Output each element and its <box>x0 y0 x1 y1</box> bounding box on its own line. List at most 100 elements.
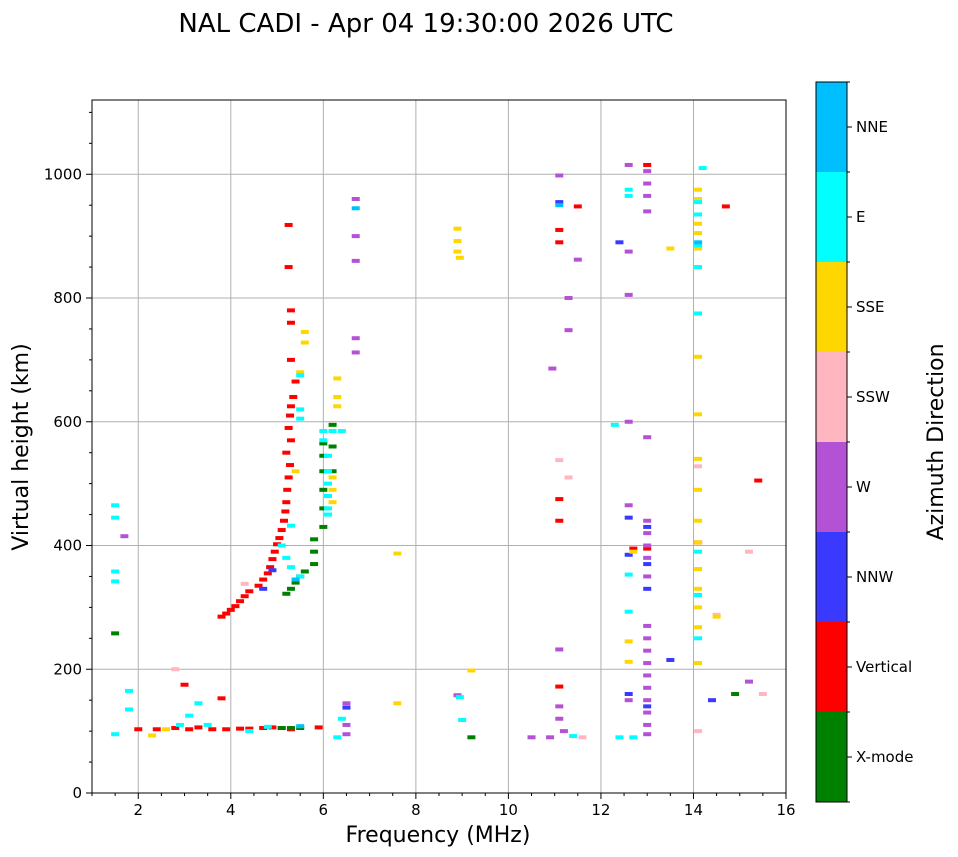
data-point-vertical <box>282 500 291 505</box>
data-point-e <box>125 688 134 693</box>
data-point-vertical <box>289 395 298 399</box>
y-tick-label: 200 <box>53 660 82 678</box>
data-point-sse <box>694 625 703 630</box>
colorbar-tick-label: E <box>856 208 865 226</box>
data-point-w <box>342 732 351 737</box>
data-point-e <box>337 429 346 434</box>
data-point-sse <box>393 551 402 556</box>
data-point-vertical <box>236 599 245 604</box>
data-point-vertical <box>217 696 226 701</box>
data-point-w <box>342 722 351 727</box>
data-point-w <box>643 543 652 548</box>
data-point-ssw <box>240 581 249 586</box>
data-point-x-mode <box>328 444 337 449</box>
colorbar-frame <box>815 81 848 803</box>
data-point-vertical <box>231 604 240 609</box>
data-point-w <box>555 704 564 709</box>
data-point-vertical <box>283 487 292 492</box>
data-point-e <box>337 716 346 721</box>
data-point-sse <box>694 412 703 417</box>
data-point-vertical <box>268 557 277 562</box>
data-point-nnw <box>643 524 652 529</box>
data-point-vertical <box>284 265 293 270</box>
data-point-sse <box>694 187 703 192</box>
data-point-vertical <box>286 413 295 418</box>
data-point-sse <box>453 239 462 244</box>
data-point-sse <box>712 614 721 619</box>
data-point-w <box>351 258 360 263</box>
data-point-x-mode <box>282 591 291 596</box>
data-point-vertical <box>277 528 286 533</box>
colorbar-segment <box>816 532 847 622</box>
data-point-e <box>323 506 332 511</box>
data-point-x-mode <box>286 586 295 591</box>
data-point-e <box>694 212 703 217</box>
data-point-nnw <box>624 552 633 557</box>
data-point-w <box>624 162 633 167</box>
data-point-w <box>643 555 652 560</box>
data-point-vertical <box>268 725 277 730</box>
data-point-w <box>643 209 652 214</box>
x-tick-label: 4 <box>226 801 236 819</box>
data-point-vertical <box>245 726 254 731</box>
data-point-x-mode <box>319 441 328 446</box>
data-point-sse <box>453 226 462 231</box>
data-point-e <box>328 429 337 434</box>
data-point-e <box>629 735 638 740</box>
data-point-vertical <box>263 571 272 576</box>
data-point-vertical <box>245 589 254 594</box>
x-tick-label: 8 <box>411 801 421 819</box>
data-point-sse <box>467 668 476 673</box>
data-point-sse <box>666 246 675 251</box>
data-point-w <box>559 729 568 734</box>
colorbar-tick-label: NNE <box>856 118 888 136</box>
data-point-e <box>694 636 703 641</box>
data-point-sse <box>328 487 337 492</box>
colorbar-tick-label: X-mode <box>856 748 913 766</box>
data-point-w <box>643 574 652 579</box>
data-point-ssw <box>694 464 703 469</box>
data-point-vertical <box>555 518 564 523</box>
data-point-x-mode <box>310 562 319 567</box>
data-point-w <box>643 710 652 715</box>
data-point-nnw <box>643 704 652 709</box>
data-point-e <box>111 579 120 584</box>
data-point-e <box>282 555 291 560</box>
colorbar-segment <box>816 352 847 442</box>
data-point-w <box>555 716 564 721</box>
data-point-w <box>351 350 360 355</box>
data-point-w <box>643 193 652 198</box>
data-point-sse <box>694 567 703 572</box>
data-point-x-mode <box>319 487 328 492</box>
colorbar-tick-label: SSE <box>856 298 885 316</box>
colorbar-segment <box>816 442 847 532</box>
data-point-vertical <box>185 727 194 732</box>
data-point-e <box>323 481 332 486</box>
data-point-e <box>277 543 286 548</box>
data-point-sse <box>694 197 703 201</box>
data-point-sse <box>629 549 638 554</box>
data-point-vertical <box>134 727 143 732</box>
data-point-e <box>111 503 120 508</box>
y-tick-label: 400 <box>53 537 82 555</box>
data-point-x-mode <box>328 469 337 474</box>
data-point-vertical <box>254 583 263 588</box>
data-point-w <box>643 648 652 653</box>
data-point-vertical <box>281 509 290 514</box>
data-point-vertical <box>226 607 235 612</box>
data-point-w <box>546 735 555 740</box>
data-point-vertical <box>286 320 295 325</box>
data-point-w <box>120 534 129 539</box>
data-point-vertical <box>259 577 268 582</box>
data-point-sse <box>694 246 703 251</box>
data-point-nnw <box>624 692 633 696</box>
data-point-e <box>125 707 134 712</box>
colorbar: X-mode Vertical NNW W SSW SSE E NNE <box>815 81 913 803</box>
data-point-sse <box>694 605 703 610</box>
data-point-nne <box>296 724 305 729</box>
data-point-vertical <box>555 497 564 502</box>
data-point-e <box>111 515 120 520</box>
data-point-sse <box>694 456 703 461</box>
x-tick-label: 16 <box>776 801 795 819</box>
x-tick-label: 10 <box>499 801 518 819</box>
